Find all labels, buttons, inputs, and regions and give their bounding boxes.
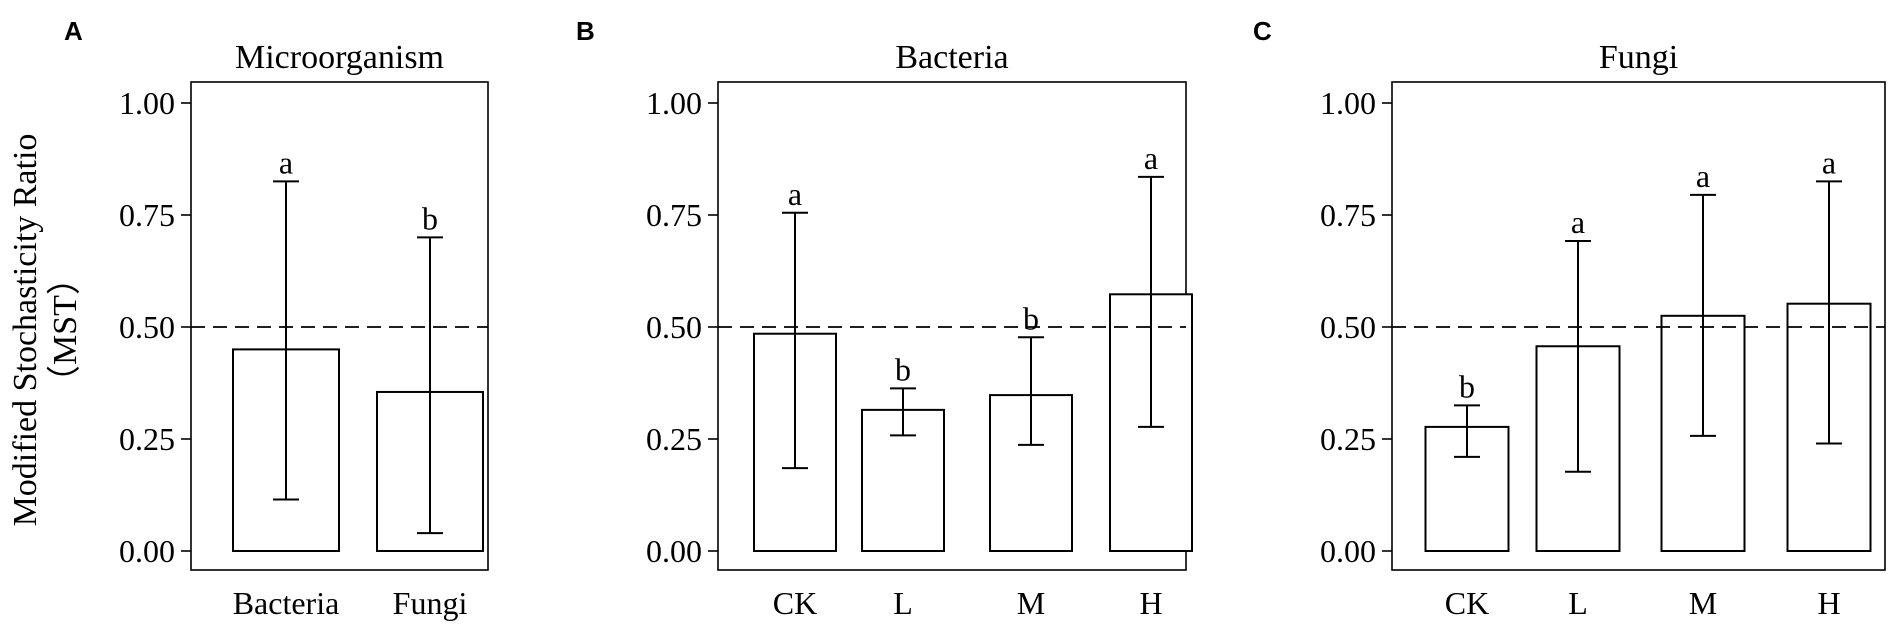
y-axis-label-line1: Modified Stochasticity Ratio	[7, 134, 44, 527]
panel-title: Bacteria	[895, 39, 1008, 76]
panel-c: C Fungi 0.00 0.25 0.50 0.75 1.00 b CK a La Ma H	[1253, 16, 1886, 621]
y-tick-label: 0.75	[119, 197, 175, 233]
panel-letter: B	[576, 16, 595, 46]
x-category-label: M	[1017, 585, 1045, 621]
y-tick-label: 0.00	[119, 533, 175, 569]
panel-letter: C	[1253, 16, 1272, 46]
x-category-label: L	[893, 585, 913, 621]
y-tick-label: 0.00	[646, 533, 702, 569]
panel-title: Fungi	[1599, 39, 1678, 76]
significance-label: b	[895, 351, 911, 387]
significance-label: a	[1822, 144, 1836, 180]
plot-frame	[1391, 81, 1886, 571]
significance-label: a	[1144, 140, 1158, 176]
significance-label: a	[1571, 204, 1585, 240]
x-category-label: H	[1139, 585, 1162, 621]
panel-b: B Bacteria 0.00 0.25 0.50 0.75 1.00 a CK b Lb Ma H	[576, 16, 1193, 621]
x-category-label: L	[1568, 585, 1588, 621]
significance-label: b	[1023, 300, 1039, 336]
y-tick-label: 0.00	[1320, 533, 1376, 569]
significance-label: a	[1696, 158, 1710, 194]
panel-a: A Microorganism 0.00 0.25 0.50 0.75 1.00 a Bacte…	[64, 16, 489, 621]
y-tick-label: 0.50	[646, 309, 702, 345]
panel-title: Microorganism	[235, 39, 444, 76]
significance-label: b	[422, 200, 438, 236]
x-category-label: M	[1689, 585, 1717, 621]
y-tick-label: 0.25	[1320, 421, 1376, 457]
y-axis-label-line2: （MST）	[46, 261, 84, 399]
y-tick-label: 1.00	[119, 85, 175, 121]
x-category-label: Fungi	[393, 585, 468, 621]
panels: A Microorganism 0.00 0.25 0.50 0.75 1.00 a Bacte…	[64, 16, 1886, 621]
significance-label: a	[279, 144, 293, 180]
y-tick-label: 0.25	[119, 421, 175, 457]
y-tick-label: 0.25	[646, 421, 702, 457]
x-category-label: Bacteria	[233, 585, 340, 621]
significance-label: b	[1459, 368, 1475, 404]
y-tick-label: 0.75	[1320, 197, 1376, 233]
y-tick-label: 1.00	[1320, 85, 1376, 121]
x-category-label: CK	[1445, 585, 1489, 621]
y-tick-label: 0.50	[1320, 309, 1376, 345]
y-tick-label: 1.00	[646, 85, 702, 121]
x-category-label: CK	[773, 585, 817, 621]
plot-frame	[190, 81, 489, 571]
x-category-label: H	[1817, 585, 1840, 621]
panel-letter: A	[64, 16, 83, 46]
significance-label: a	[788, 176, 802, 212]
y-tick-label: 0.75	[646, 197, 702, 233]
y-tick-label: 0.50	[119, 309, 175, 345]
